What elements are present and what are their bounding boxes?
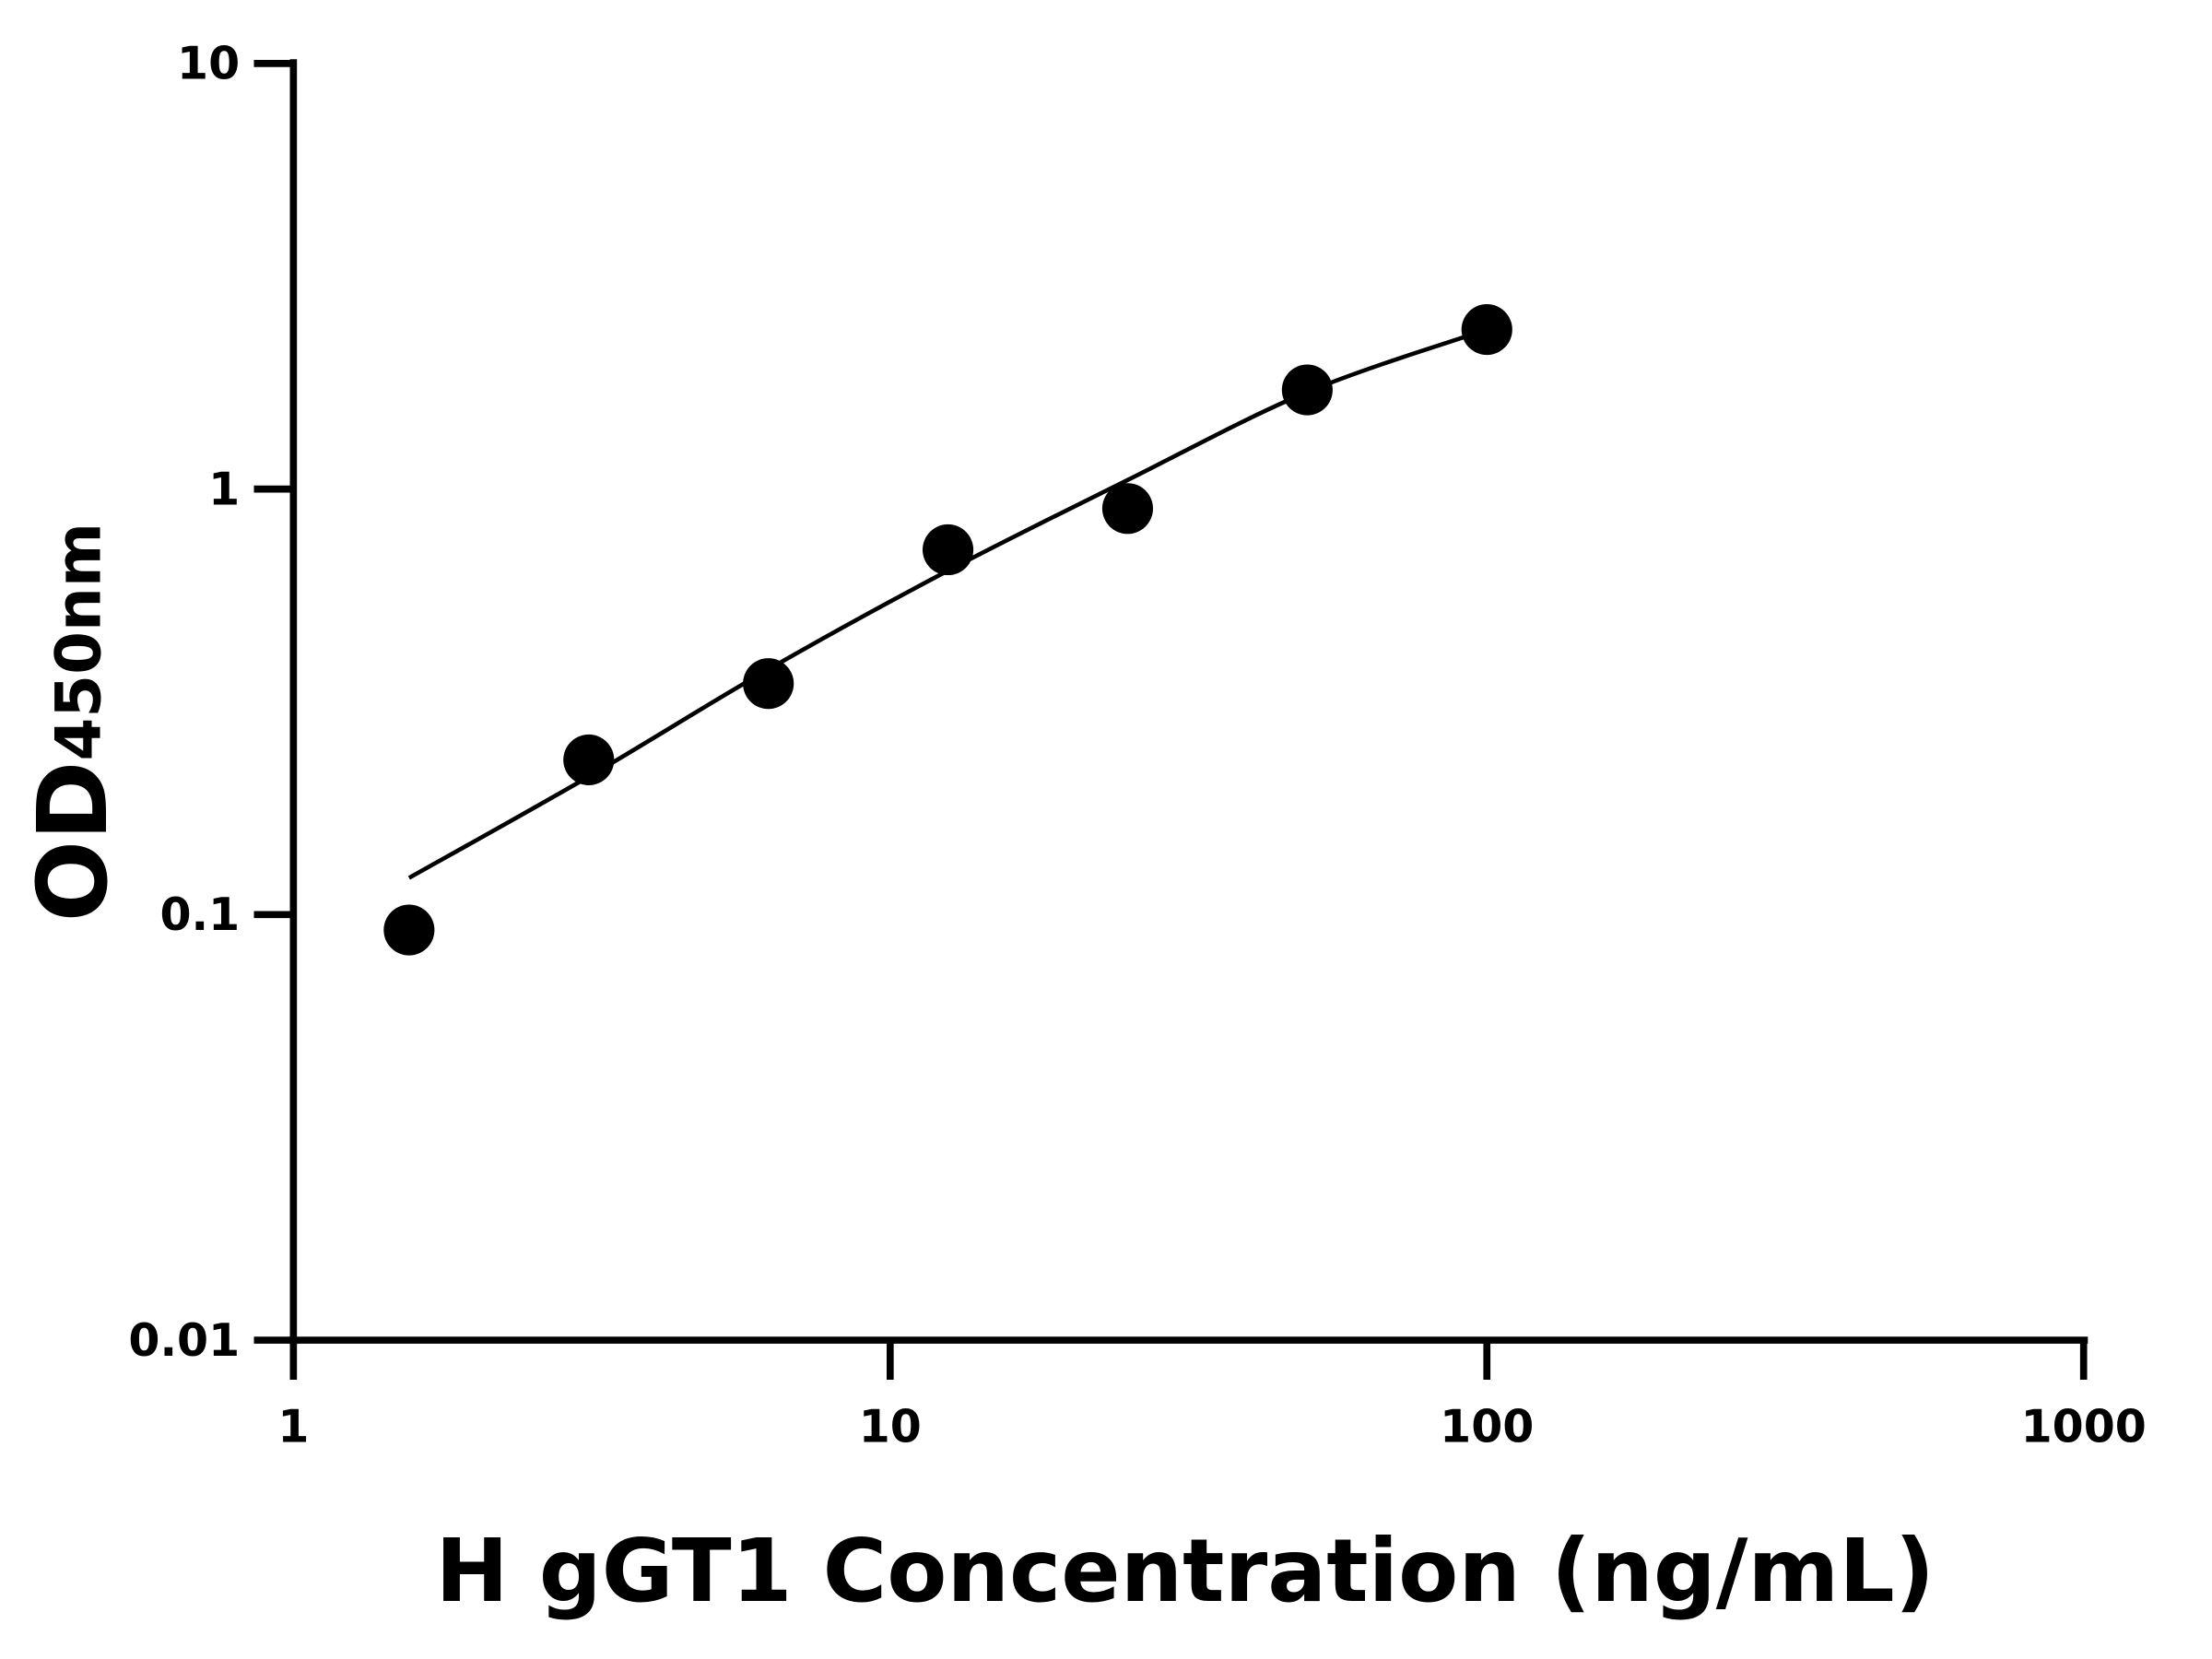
x-axis-label: H gGT1 Concentration (ng/mL) [435, 1521, 1935, 1622]
x-tick-label: 1 [277, 1400, 309, 1453]
data-point [1101, 483, 1154, 535]
y-axis-label: OD450nm [17, 523, 129, 923]
y-axis-label-subscript: 450nm [42, 523, 115, 761]
y-tick-label: 0.1 [159, 888, 240, 941]
y-tick-label: 10 [177, 38, 240, 90]
y-axis-label-main: OD [17, 761, 129, 923]
x-tick-label: 100 [1440, 1400, 1534, 1453]
y-tick-label: 1 [208, 463, 240, 515]
x-tick-label: 1000 [2021, 1400, 2147, 1453]
x-tick-label: 10 [859, 1400, 922, 1453]
data-point [383, 904, 435, 956]
data-point [563, 734, 615, 786]
fit-curve [407, 327, 1488, 880]
data-point [743, 658, 794, 710]
y-tick-label: 0.01 [128, 1314, 240, 1367]
data-point [923, 524, 974, 576]
